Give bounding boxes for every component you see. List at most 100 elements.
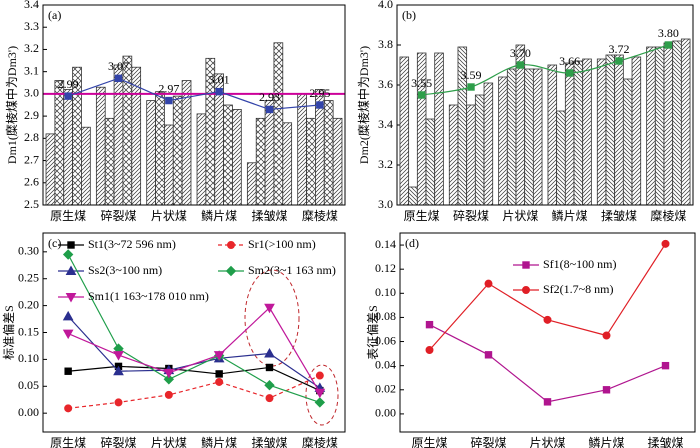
y-axis-label: Dm2(糜棱煤中为Dm3') [356, 46, 371, 164]
bar [323, 100, 334, 206]
y-tick-label: 0.00 [18, 405, 39, 419]
x-tick-label: 揉皱煤 [251, 208, 287, 223]
bar [474, 94, 485, 206]
bar [232, 109, 242, 206]
bar [172, 95, 183, 206]
bar [605, 54, 616, 206]
x-tick-label: 原生煤 [50, 209, 86, 223]
marker [62, 310, 74, 321]
x-tick-label: 片状煤 [502, 209, 538, 223]
marker [164, 390, 173, 399]
marker [62, 329, 74, 340]
bar [196, 113, 207, 206]
marker [265, 363, 274, 372]
marker [213, 351, 225, 361]
data-label: 3.66 [559, 54, 580, 68]
marker [484, 351, 493, 359]
legend-marker [225, 265, 237, 277]
y-tick-label: 2.7 [24, 152, 39, 166]
marker [265, 394, 274, 403]
marker [64, 92, 72, 100]
y-tick-label: 2.8 [24, 130, 39, 144]
bar [532, 68, 543, 206]
y-axis-label: Dm1(糜棱煤中为Dm3') [4, 46, 19, 164]
legend-label: Sm1(1 163~178 010 nm) [88, 289, 209, 303]
legend-label: Sf2(1.7~8 nm) [543, 282, 614, 296]
y-tick-label: 4.0 [378, 0, 393, 11]
bar [596, 58, 607, 206]
bar [466, 104, 476, 206]
marker [64, 367, 72, 375]
bar [483, 82, 494, 206]
bar [104, 117, 115, 206]
bar [122, 55, 133, 206]
x-tick-label: 糜棱煤 [302, 435, 338, 448]
y-tick-label: 0.06 [375, 333, 396, 347]
y-tick-label: 0.00 [375, 406, 396, 420]
marker [215, 370, 223, 378]
bar [556, 110, 566, 206]
marker [265, 105, 274, 114]
bar [155, 91, 165, 206]
panel-label: (b) [402, 8, 416, 22]
bar [564, 62, 575, 206]
series-line [68, 365, 321, 392]
bar [223, 104, 233, 206]
marker [215, 377, 224, 386]
y-tick-label: 3.2 [24, 41, 39, 55]
y-tick-label: 3.4 [378, 117, 393, 131]
marker [467, 83, 475, 91]
panel-label: (c) [48, 236, 61, 250]
bar [434, 52, 444, 206]
marker [425, 345, 434, 354]
legend-marker [65, 293, 77, 303]
marker [314, 388, 326, 399]
legend-marker [522, 261, 530, 269]
data-label: 3.55 [411, 76, 432, 90]
marker [565, 69, 574, 77]
marker [314, 397, 326, 408]
bar [582, 58, 592, 206]
x-tick-label: 碎裂煤 [100, 435, 136, 448]
legend-marker [227, 241, 235, 249]
bar [95, 86, 106, 206]
marker [316, 101, 324, 109]
marker [114, 398, 123, 407]
marker [661, 361, 670, 370]
legend-label: Sf1(8~100 nm) [543, 257, 617, 271]
mean-line [421, 44, 669, 96]
x-tick-label: 碎裂煤 [470, 435, 506, 448]
x-tick-label: 揉皱煤 [647, 435, 683, 448]
bar [663, 42, 674, 206]
bar [506, 68, 517, 206]
bar [306, 117, 316, 206]
legend-label: Sr1(>100 nm) [248, 237, 316, 251]
x-tick-label: 原生煤 [404, 209, 440, 223]
marker [664, 41, 673, 49]
y-tick-label: 2.5 [24, 197, 39, 211]
marker [615, 57, 623, 65]
bar [654, 46, 665, 206]
bar [448, 104, 459, 206]
y-tick-label: 0.10 [375, 285, 396, 299]
data-label: 3.80 [658, 26, 679, 40]
bar [255, 117, 266, 206]
marker [113, 365, 124, 376]
bar [680, 38, 691, 206]
y-tick-label: 0.08 [375, 309, 396, 323]
y-tick-label: 3.8 [378, 37, 393, 51]
y-tick-label: 2.6 [24, 175, 39, 189]
bar [524, 68, 534, 206]
x-tick-label: 片状煤 [151, 209, 187, 223]
y-tick-label: 3.2 [378, 157, 393, 171]
marker [516, 61, 525, 69]
series-line [68, 374, 321, 409]
legend-marker [65, 265, 77, 275]
y-tick-label: 0.10 [18, 351, 39, 365]
y-tick-label: 3.0 [378, 197, 393, 211]
bar [181, 80, 192, 206]
bar [282, 122, 293, 206]
bar [54, 80, 65, 206]
bar [264, 100, 275, 206]
bar [547, 64, 558, 206]
